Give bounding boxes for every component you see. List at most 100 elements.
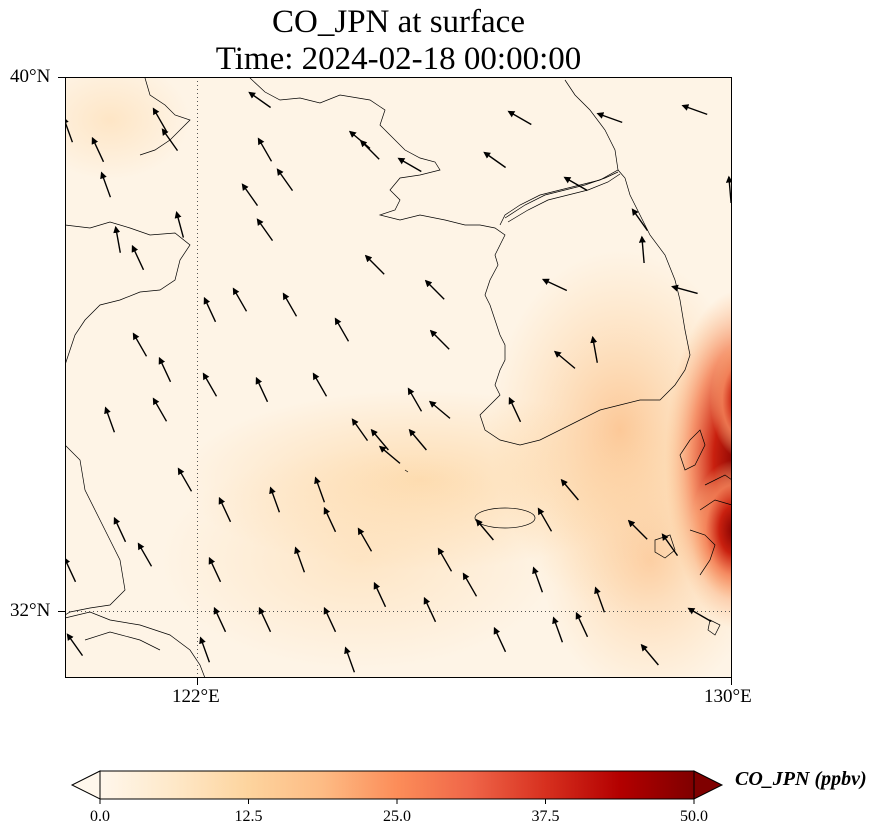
- wind-arrow: [269, 486, 281, 513]
- colorbar-tick: 12.5: [234, 808, 263, 825]
- wind-arrow: [232, 287, 248, 312]
- wind-arrow: [596, 112, 623, 124]
- wind-arrow: [91, 136, 105, 163]
- coastlines: [65, 77, 732, 678]
- wind-arrow: [113, 516, 127, 543]
- wind-arrow: [560, 478, 579, 501]
- wind-arrow: [475, 518, 494, 541]
- wind-arrow: [100, 171, 112, 198]
- wind-arrow: [257, 137, 273, 162]
- concentration-field: [65, 77, 732, 678]
- wind-arrow: [378, 445, 401, 464]
- wind-arrow: [202, 372, 218, 397]
- wind-arrow: [681, 104, 708, 116]
- wind-arrow: [640, 643, 659, 666]
- wind-arrow: [508, 396, 522, 423]
- wind-arrow: [218, 496, 232, 523]
- map-title: CO_JPN at surface: [272, 4, 525, 40]
- map-frame: [65, 77, 732, 678]
- wind-arrow: [65, 556, 77, 583]
- wind-arrow: [397, 157, 422, 173]
- colorbar-tick: 25.0: [383, 808, 411, 825]
- wind-arrow: [687, 607, 712, 623]
- wind-arrow: [203, 296, 217, 323]
- wind-arrow: [638, 235, 646, 264]
- wind-arrow: [507, 110, 532, 126]
- lon-tick-122e: 122°E: [172, 686, 220, 707]
- wind-arrow: [428, 400, 451, 419]
- wind-arrow: [248, 91, 272, 109]
- wind-arrow: [276, 168, 294, 192]
- colorbar-tick: 37.5: [531, 808, 560, 825]
- wind-arrow: [161, 128, 179, 152]
- wind-arrow: [541, 278, 568, 292]
- colorbar-label: CO_JPN (ppbv): [735, 768, 867, 790]
- colorbar-tick: 50.0: [680, 808, 708, 825]
- wind-arrow: [131, 244, 145, 271]
- wind-arrow: [351, 418, 369, 442]
- wind-arrow: [661, 533, 679, 557]
- wind-arrow: [357, 527, 373, 552]
- wind-arrow: [137, 542, 153, 567]
- map-time: Time: 2024-02-18 00:00:00: [215, 41, 582, 77]
- wind-arrow: [364, 254, 385, 275]
- wind-arrow: [437, 547, 453, 572]
- wind-arrow: [158, 356, 172, 383]
- colorbar-min-extend: [70, 770, 101, 800]
- wind-arrow: [256, 218, 274, 242]
- wind-arrow: [177, 467, 193, 492]
- wind-arrow: [344, 646, 356, 673]
- wind-arrow: [334, 317, 350, 342]
- wind-arrow: [282, 292, 298, 317]
- wind-vectors: [65, 91, 732, 673]
- wind-arrow: [323, 606, 337, 633]
- wind-arrow: [725, 175, 732, 204]
- wind-arrow: [314, 476, 326, 503]
- wind-arrow: [553, 350, 576, 369]
- wind-arrow: [348, 130, 371, 149]
- wind-arrow: [152, 397, 168, 422]
- wind-arrow: [312, 372, 328, 397]
- wind-arrow: [575, 611, 589, 638]
- wind-arrow: [563, 176, 588, 192]
- wind-arrow: [631, 208, 649, 232]
- wind-arrow: [323, 506, 337, 533]
- wind-arrow: [104, 406, 116, 433]
- wind-arrow: [462, 572, 478, 597]
- wind-arrow: [152, 107, 168, 132]
- wind-arrow: [373, 581, 387, 608]
- colorbar-bar: [99, 770, 695, 800]
- wind-arrow: [255, 376, 269, 403]
- wind-arrow: [590, 335, 598, 363]
- wind-arrow: [537, 507, 553, 532]
- colorbar-max-extend: [693, 770, 724, 800]
- wind-arrow: [132, 332, 148, 357]
- wind-arrow: [424, 279, 445, 300]
- wind-arrow: [258, 606, 272, 633]
- wind-arrow: [66, 633, 84, 657]
- axis-ticks: [58, 77, 732, 685]
- lon-tick-130e: 130°E: [704, 686, 752, 707]
- wind-arrow: [532, 566, 544, 593]
- wind-arrow: [199, 636, 211, 663]
- wind-arrow: [241, 183, 259, 207]
- lat-tick-40n: 40°N: [10, 66, 51, 87]
- lat-tick-32n: 32°N: [10, 600, 51, 621]
- graticule: [65, 77, 732, 678]
- wind-arrow: [552, 616, 564, 643]
- wind-arrow: [671, 284, 698, 295]
- wind-arrow: [429, 329, 450, 350]
- colorbar-tick: 0.0: [90, 808, 110, 825]
- wind-arrow: [483, 151, 507, 169]
- wind-arrow: [423, 596, 437, 623]
- wind-arrow: [594, 586, 606, 613]
- wind-arrow: [213, 606, 227, 633]
- wind-arrow: [408, 428, 427, 451]
- wind-arrow: [493, 626, 507, 653]
- wind-arrow: [407, 387, 423, 412]
- wind-arrow: [627, 519, 648, 540]
- wind-arrow: [208, 556, 222, 583]
- wind-arrow: [174, 211, 185, 238]
